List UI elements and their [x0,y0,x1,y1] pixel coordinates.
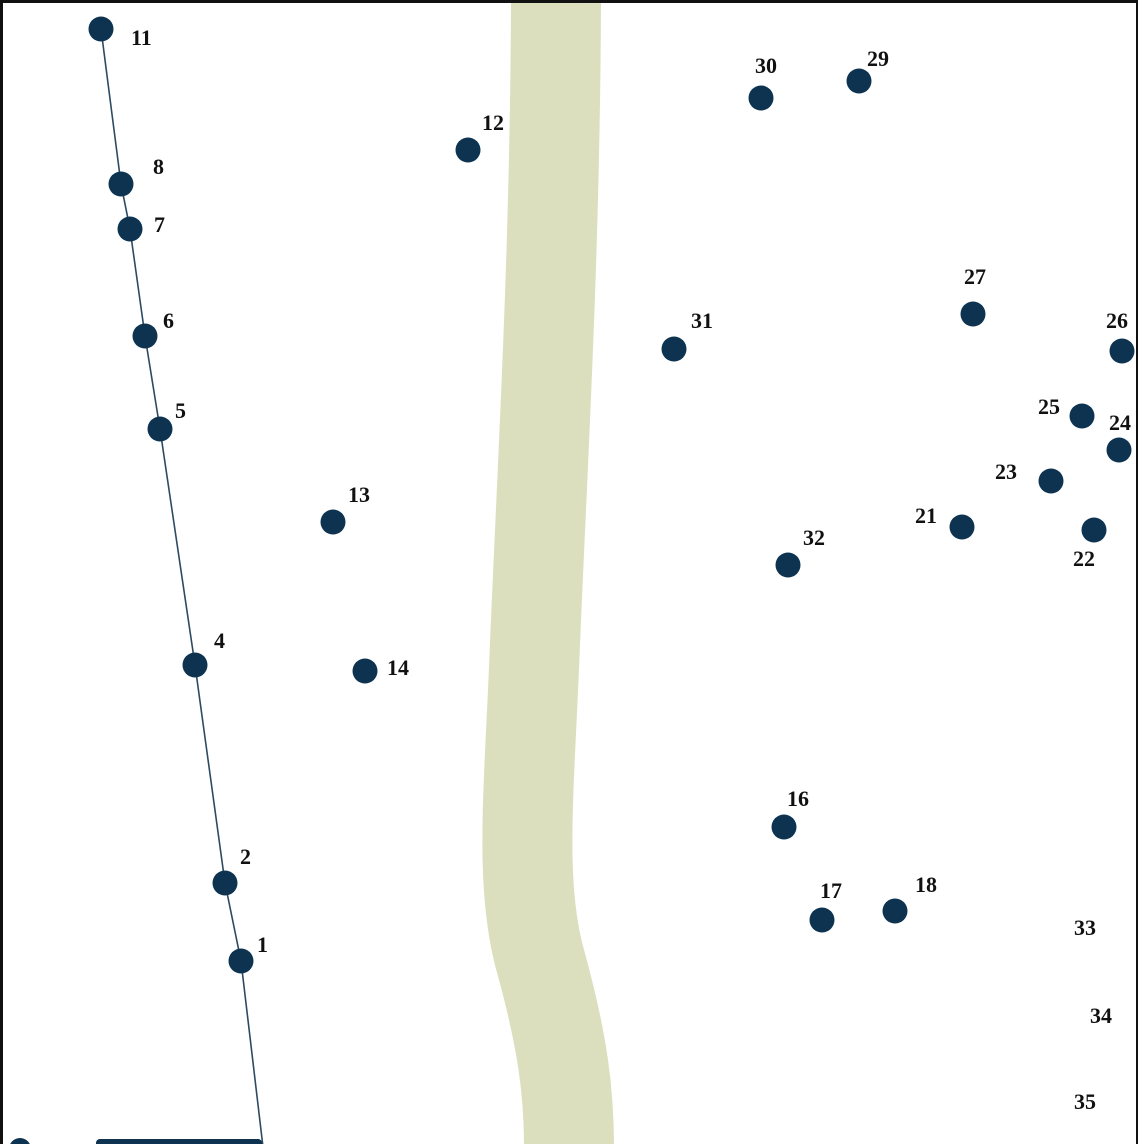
point-marker-icon[interactable] [352,658,378,684]
map-point-26[interactable]: 26 [1106,308,1135,364]
map-point-1[interactable]: 1 [228,932,269,974]
point-marker-icon[interactable] [846,68,872,94]
map-label-33: 33 [1074,915,1096,940]
map-point-24[interactable]: 24 [1106,410,1132,463]
point-label: 1 [257,932,268,957]
point-marker-icon[interactable] [1109,338,1135,364]
map-point-30[interactable]: 30 [748,53,778,111]
point-label: 8 [153,154,164,179]
bottom-left-marker-icon [10,1138,30,1144]
map-point-17[interactable]: 17 [809,878,843,933]
map-label-34: 34 [1090,1003,1112,1028]
point-marker-icon[interactable] [228,948,254,974]
map-point-25[interactable]: 25 [1038,394,1095,429]
point-marker-icon[interactable] [661,336,687,362]
point-label: 24 [1109,410,1131,435]
point-label: 7 [154,212,165,237]
point-marker-icon[interactable] [882,898,908,924]
map-point-14[interactable]: 14 [352,655,410,684]
point-label: 26 [1106,308,1128,333]
map-point-7[interactable]: 7 [117,212,166,242]
map-point-12[interactable]: 12 [455,110,505,163]
point-marker-icon[interactable] [108,171,134,197]
point-label: 17 [820,878,842,903]
point-marker-icon[interactable] [949,514,975,540]
point-marker-icon[interactable] [147,416,173,442]
trail-line [100,28,264,1144]
point-marker-icon[interactable] [132,323,158,349]
map-point-22[interactable]: 22 [1073,517,1107,572]
point-marker-icon[interactable] [212,870,238,896]
map-label-35: 35 [1074,1089,1096,1114]
point-label: 30 [755,53,777,78]
point-label: 32 [803,525,825,550]
map-point-6[interactable]: 6 [132,308,175,349]
point-label: 14 [387,655,409,680]
map-point-18[interactable]: 18 [882,872,938,924]
map-point-16[interactable]: 16 [771,786,810,840]
map-point-29[interactable]: 29 [846,46,890,94]
point-label: 31 [691,308,713,333]
point-marker-icon[interactable] [455,137,481,163]
map-point-27[interactable]: 27 [960,264,987,327]
point-marker-icon[interactable] [771,814,797,840]
map-point-31[interactable]: 31 [661,308,714,362]
river [482,3,614,1144]
map-point-11[interactable]: 11 [88,16,152,51]
point-label: 16 [787,786,809,811]
map-point-4[interactable]: 4 [182,628,226,678]
point-label: 27 [964,264,986,289]
point-marker-icon[interactable] [748,85,774,111]
point-label: 4 [214,628,225,653]
point-label: 21 [915,503,937,528]
map-point-8[interactable]: 8 [108,154,165,197]
point-marker-icon[interactable] [1081,517,1107,543]
point-marker-icon[interactable] [1069,403,1095,429]
map-point-32[interactable]: 32 [775,525,826,578]
point-marker-icon[interactable] [1038,468,1064,494]
point-label: 23 [995,459,1017,484]
point-marker-icon[interactable] [960,301,986,327]
point-label: 18 [915,872,937,897]
point-label: 11 [131,25,152,50]
point-label: 5 [175,398,186,423]
map-point-21[interactable]: 21 [915,503,975,540]
map-point-5[interactable]: 5 [147,398,187,442]
map-point-23[interactable]: 23 [995,459,1064,494]
map-point-13[interactable]: 13 [320,482,371,535]
point-marker-icon[interactable] [809,907,835,933]
point-label: 25 [1038,394,1060,419]
point-label: 29 [867,46,889,71]
point-label: 2 [240,844,251,869]
point-marker-icon[interactable] [1106,437,1132,463]
point-label: 12 [482,110,504,135]
point-label: 6 [163,308,174,333]
point-marker-icon[interactable] [117,216,143,242]
map-point-2[interactable]: 2 [212,844,252,896]
point-marker-icon[interactable] [320,509,346,535]
point-label: 22 [1073,546,1095,571]
bottom-bar [96,1139,262,1144]
point-marker-icon[interactable] [88,16,114,42]
point-marker-icon[interactable] [182,652,208,678]
point-label: 13 [348,482,370,507]
point-marker-icon[interactable] [775,552,801,578]
